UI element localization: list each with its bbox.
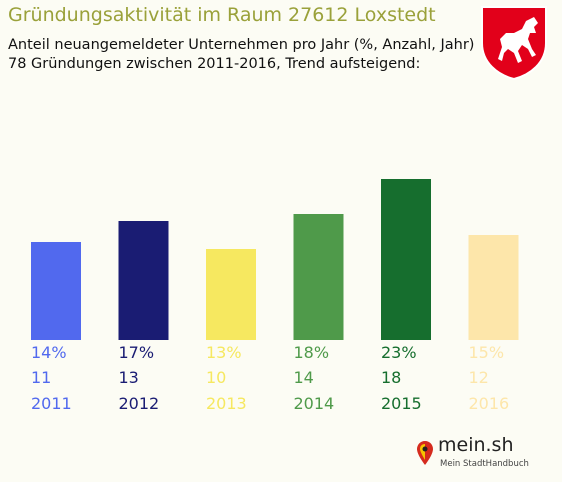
count-label-2015: 18 bbox=[381, 368, 401, 387]
lower-saxony-horse-crest-icon bbox=[481, 6, 547, 81]
logo-tagline: Mein StadtHandbuch bbox=[440, 459, 529, 469]
count-label-2016: 12 bbox=[469, 368, 489, 387]
year-label-2012: 2012 bbox=[119, 394, 160, 413]
logo-brand: mein.sh bbox=[438, 434, 514, 456]
count-label-2014: 14 bbox=[294, 368, 314, 387]
bar-2015 bbox=[381, 179, 431, 340]
subtitle-line-1: Anteil neuangemeldeter Unternehmen pro J… bbox=[8, 37, 475, 53]
year-label-2014: 2014 bbox=[294, 394, 335, 413]
count-label-2012: 13 bbox=[119, 368, 139, 387]
count-label-2013: 10 bbox=[206, 368, 226, 387]
subtitle-line-2: 78 Gründungen zwischen 2011-2016, Trend … bbox=[8, 56, 421, 72]
percent-label-2011: 14% bbox=[31, 343, 67, 362]
year-label-2013: 2013 bbox=[206, 394, 247, 413]
bar-2012 bbox=[118, 221, 169, 340]
percent-label-2012: 17% bbox=[119, 343, 155, 362]
year-label-2015: 2015 bbox=[381, 394, 422, 413]
percent-label-2013: 13% bbox=[206, 343, 242, 362]
count-label-2011: 11 bbox=[31, 368, 51, 387]
percent-label-2015: 23% bbox=[381, 343, 417, 362]
chart-subtitle: Anteil neuangemeldeter Unternehmen pro J… bbox=[8, 36, 474, 74]
year-label-2011: 2011 bbox=[31, 394, 72, 413]
bar-2016 bbox=[468, 235, 519, 340]
mein-sh-logo: mein.sh Mein StadtHandbuch bbox=[414, 432, 534, 476]
chart-title: Gründungsaktivität im Raum 27612 Loxsted… bbox=[8, 4, 436, 26]
year-label-2016: 2016 bbox=[469, 394, 510, 413]
percent-label-2014: 18% bbox=[294, 343, 330, 362]
bar-2014 bbox=[293, 214, 344, 340]
map-pin-icon bbox=[417, 441, 433, 465]
bar-2011 bbox=[31, 242, 81, 340]
percent-label-2016: 15% bbox=[469, 343, 505, 362]
bar-2013 bbox=[206, 249, 256, 340]
